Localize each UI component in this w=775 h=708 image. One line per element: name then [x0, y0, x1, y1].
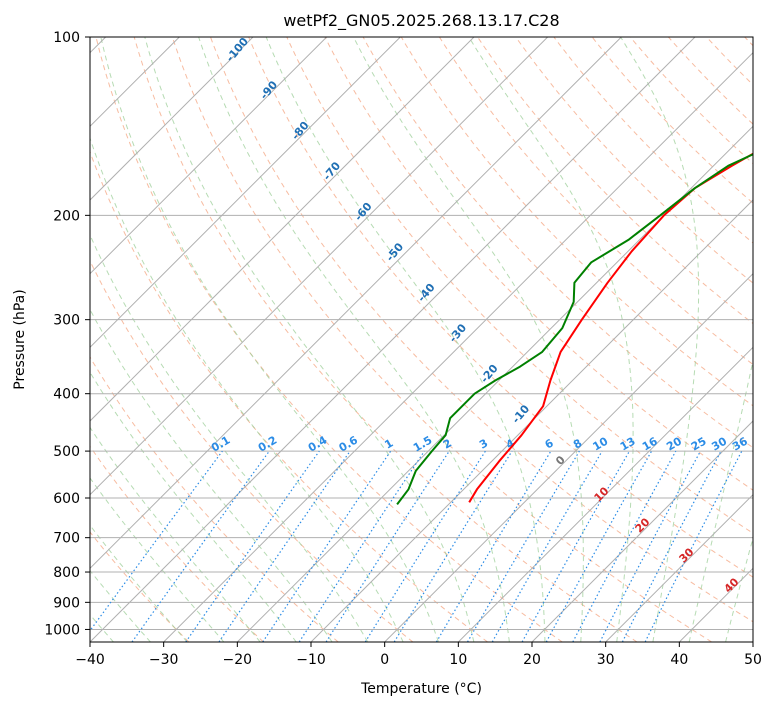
plot-background — [90, 37, 753, 642]
y-tick-label: 900 — [53, 595, 80, 611]
moist-adiabat — [90, 233, 369, 642]
moist-adiabat — [90, 371, 297, 642]
mixing-ratio-line — [131, 450, 270, 642]
mixing-ratio-line — [262, 450, 392, 642]
mixing-ratio-line — [218, 450, 351, 642]
background-lines — [90, 37, 775, 642]
isotherm-line — [90, 37, 622, 570]
x-tick-label: −30 — [149, 652, 179, 668]
isotherm-line — [236, 125, 753, 642]
isotherm-line — [90, 37, 696, 642]
moist-adiabat — [90, 569, 151, 642]
moist-adiabat — [100, 37, 439, 642]
mixing-ratio-line — [521, 450, 631, 642]
dry-adiabat — [90, 259, 414, 642]
y-tick-label: 600 — [53, 491, 80, 507]
moist-adiabat — [90, 426, 261, 642]
moist-adiabat — [353, 37, 584, 642]
x-tick-label: −10 — [296, 652, 326, 668]
isotherm-line — [384, 272, 753, 642]
x-tick-label: −40 — [75, 652, 105, 668]
y-tick-label: 100 — [53, 30, 80, 46]
x-tick-label: 0 — [380, 652, 389, 668]
plot-frame — [89, 36, 754, 643]
chart-title: wetPf2_GN05.2025.268.13.17.C28 — [283, 11, 559, 31]
x-axis-label: Temperature (°C) — [360, 681, 482, 697]
mixing-ratio-line — [644, 450, 743, 642]
x-tick-label: 50 — [744, 652, 762, 668]
mixing-ratio-line — [572, 450, 677, 642]
x-tick-label: 20 — [523, 652, 541, 668]
x-tick-label: 30 — [597, 652, 615, 668]
dewpoint-line — [396, 153, 753, 506]
profile-series — [396, 152, 753, 506]
x-tick-label: 40 — [670, 652, 688, 668]
mixing-ratio-line — [325, 450, 450, 642]
dry-adiabat — [400, 37, 753, 407]
isotherm-line — [90, 37, 328, 275]
mixing-ratio-line — [393, 450, 513, 642]
moist-adiabat — [90, 477, 225, 642]
moist-adiabat — [762, 37, 775, 642]
isotherm-line — [90, 37, 475, 422]
isotherm-line — [163, 51, 753, 642]
dry-adiabat — [438, 37, 753, 366]
mixing-ratio-line — [90, 450, 223, 632]
isotherm-line — [90, 37, 254, 201]
x-tick-label: −20 — [223, 652, 253, 668]
moist-adiabat — [265, 37, 546, 642]
y-tick-label: 1000 — [44, 622, 80, 638]
dry-adiabat — [324, 37, 753, 491]
y-tick-label: 400 — [53, 387, 80, 403]
moist-adiabat — [90, 136, 404, 642]
moist-adiabat — [620, 37, 700, 642]
y-tick-label: 700 — [53, 531, 80, 547]
isotherm-line — [531, 420, 753, 642]
x-tick-label: 10 — [449, 652, 467, 668]
mixing-ratio-line — [545, 450, 653, 642]
isotherm-line — [752, 641, 753, 642]
y-tick-label: 300 — [53, 313, 80, 329]
temperature-line — [468, 152, 753, 503]
isotherm-line — [90, 37, 401, 349]
moist-adiabat — [90, 524, 188, 642]
isotherm-line — [310, 199, 753, 642]
isotherm-line — [90, 37, 549, 496]
x-axis: −40 −30 −20 −10 0 10 20 30 40 50 — [75, 642, 762, 668]
y-tick-label: 500 — [53, 444, 80, 460]
y-axis-label: Pressure (hPa) — [12, 289, 28, 389]
y-tick-label: 200 — [53, 208, 80, 224]
y-axis: 1000 900 800 700 600 500 400 300 200 100 — [44, 30, 90, 638]
mixing-ratio-line — [298, 450, 425, 642]
dry-adiabat — [133, 37, 638, 642]
dry-adiabat — [248, 37, 753, 578]
dry-adiabat — [90, 531, 190, 642]
moist-adiabat — [144, 37, 475, 642]
isotherm-line — [457, 346, 753, 642]
dry-adiabat — [210, 37, 753, 623]
y-tick-label: 800 — [53, 565, 80, 581]
mixing-ratio-line — [185, 450, 320, 642]
dry-adiabat — [90, 356, 339, 642]
isotherm-line — [605, 493, 753, 642]
dry-adiabat — [286, 37, 753, 534]
